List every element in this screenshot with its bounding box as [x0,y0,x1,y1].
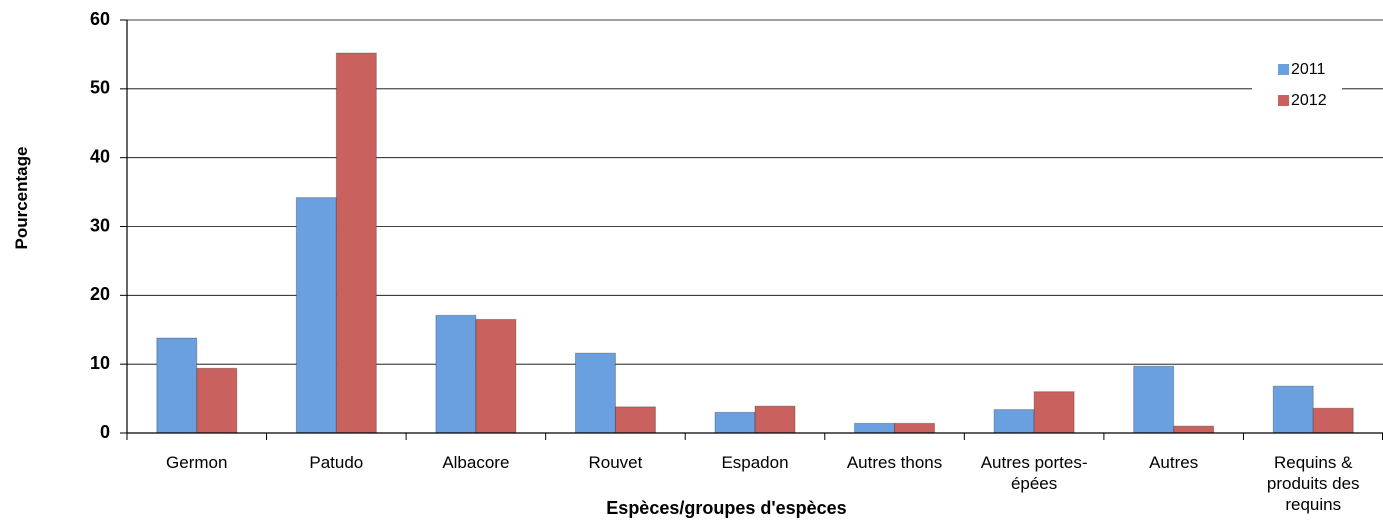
x-tick-label: Albacore [442,453,510,472]
bar [196,367,238,434]
bar [1133,365,1175,434]
y-tick-label: 40 [90,146,110,166]
legend-label: 2011 [1291,61,1326,78]
y-tick-label: 50 [90,78,110,98]
bar [435,314,477,434]
x-tick-label: Espadon [721,453,789,472]
x-tick-label: Autres [1149,453,1199,472]
legend-box [1252,56,1342,118]
bar [475,318,517,434]
x-tick-label: Patudo [309,453,364,472]
legend-label: 2012 [1291,92,1327,109]
bar [335,52,377,434]
y-tick-label: 0 [100,422,110,442]
x-tick-label: Requins & produits des requins [1266,453,1360,514]
bar [993,409,1035,434]
bar [156,337,198,434]
y-axis-title: Pourcentage [12,146,31,250]
x-tick-label: Rouvet [588,453,643,472]
x-tick-label: Autres thons [846,453,943,472]
legend-swatch [1278,95,1289,106]
legend-swatch [1278,64,1289,75]
y-tick-label: 60 [90,9,110,29]
x-tick-label: Autres portes-épées [980,453,1088,493]
bar [574,352,616,434]
bar [1033,391,1075,434]
bar [1173,425,1215,434]
bar [754,405,796,434]
y-tick-label: 10 [90,353,110,373]
x-tick-label: Germon [166,453,228,472]
bar [295,197,337,434]
bar [1272,385,1314,434]
y-tick-label: 30 [90,215,110,235]
bar [614,406,656,434]
x-axis-title: Espèces/groupes d'espèces [606,498,847,518]
bar [714,411,756,434]
y-tick-label: 20 [90,284,110,304]
bar [1312,407,1354,434]
bar [894,422,936,434]
bar [854,422,896,434]
